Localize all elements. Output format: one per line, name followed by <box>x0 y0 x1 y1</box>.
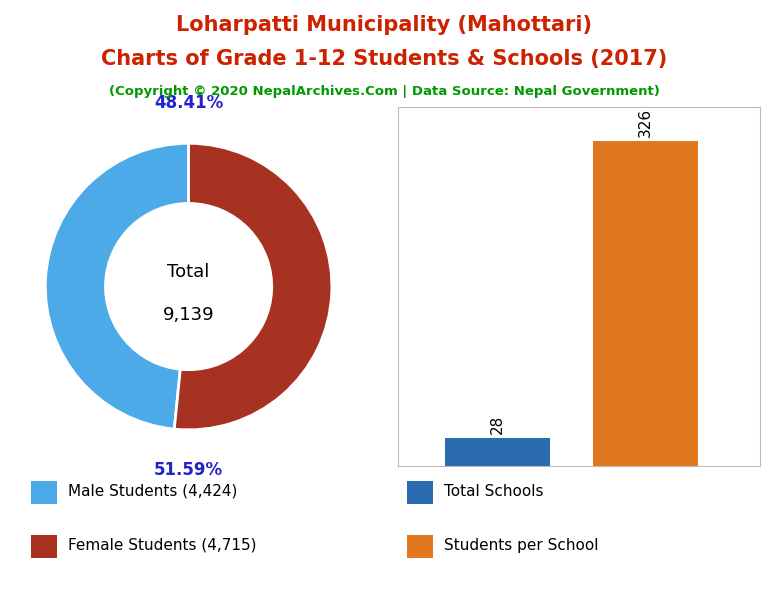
Text: 51.59%: 51.59% <box>154 461 223 479</box>
Text: Students per School: Students per School <box>445 537 599 553</box>
Bar <box>593 141 698 466</box>
Text: 48.41%: 48.41% <box>154 94 223 112</box>
Text: Charts of Grade 1-12 Students & Schools (2017): Charts of Grade 1-12 Students & Schools … <box>101 49 667 69</box>
Text: 326: 326 <box>637 108 653 137</box>
Text: Loharpatti Municipality (Mahottari): Loharpatti Municipality (Mahottari) <box>176 15 592 35</box>
Wedge shape <box>45 143 189 429</box>
Text: 28: 28 <box>490 414 505 434</box>
Text: Total: Total <box>167 263 210 281</box>
Text: 9,139: 9,139 <box>163 306 214 324</box>
Text: (Copyright © 2020 NepalArchives.Com | Data Source: Nepal Government): (Copyright © 2020 NepalArchives.Com | Da… <box>108 85 660 98</box>
Text: Male Students (4,424): Male Students (4,424) <box>68 484 237 499</box>
Bar <box>445 438 550 466</box>
Wedge shape <box>174 143 332 430</box>
Text: Total Schools: Total Schools <box>445 484 544 499</box>
Text: Female Students (4,715): Female Students (4,715) <box>68 537 257 553</box>
